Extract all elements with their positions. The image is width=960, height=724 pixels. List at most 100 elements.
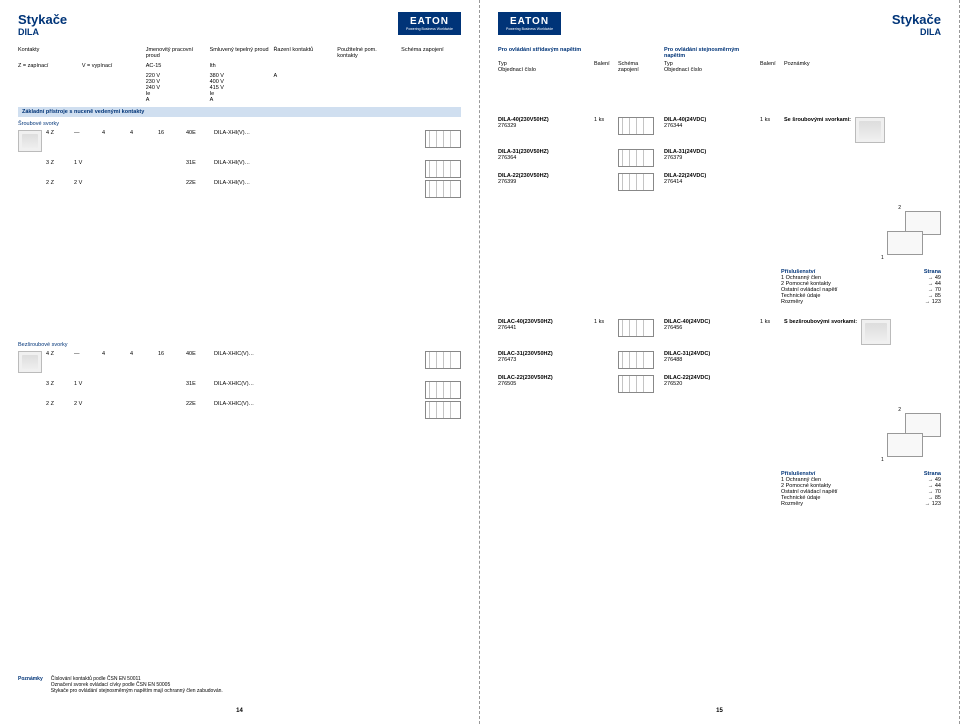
accessories-table: PříslušenstvíStrana 1 Ochranný člen→ 49 … bbox=[781, 471, 941, 507]
page-subtitle: DILA bbox=[18, 27, 67, 37]
row-note: Se šroubovými svorkami: bbox=[784, 117, 851, 123]
schematic-icon bbox=[425, 180, 461, 198]
acc-l5a: Rozměry bbox=[781, 299, 803, 305]
v-a5: A bbox=[146, 97, 206, 103]
callout-2: 2 bbox=[898, 205, 901, 211]
table-row: DILAC-40(230V50HZ)276441 1 ks DILAC-40(2… bbox=[498, 319, 941, 345]
table-row: DILAC-22(230V50HZ)276505 DILAC-22(24VDC)… bbox=[498, 375, 941, 393]
dc-num: 276488 bbox=[664, 357, 754, 363]
cell-part: DILA-XHI(V)… bbox=[214, 130, 250, 136]
col-tepelny: Smluvený tepelný proud bbox=[210, 47, 270, 59]
cell-i1: 4 bbox=[102, 351, 122, 357]
table-row: 3 Z 1 V 31E DILA-XHI(V)… bbox=[18, 160, 461, 178]
table-row: DILA-31(230V50HZ)276364 DILA-31(24VDC)27… bbox=[498, 149, 941, 167]
acc-l5a: Rozměry bbox=[781, 501, 803, 507]
product-group-b: DILAC-40(230V50HZ)276441 1 ks DILAC-40(2… bbox=[498, 319, 941, 393]
sub-headers: Z = zapínací V = vypínací AC-15 Ith bbox=[18, 63, 461, 69]
brand-name: EATON bbox=[410, 16, 449, 27]
cell-code: 40E bbox=[186, 351, 206, 357]
pack2: 1 ks bbox=[760, 117, 778, 123]
col-schema: Schéma zapojení bbox=[618, 61, 658, 73]
page-title: Stykače bbox=[892, 12, 941, 27]
schematic-icon bbox=[618, 319, 654, 337]
table-row: DILA-22(230V50HZ)276399 DILA-22(24VDC)27… bbox=[498, 173, 941, 191]
sub-zap: Z = zapínací bbox=[18, 63, 78, 69]
schematic-icon bbox=[618, 149, 654, 167]
callout-2: 2 bbox=[898, 407, 901, 413]
page-subtitle: DILA bbox=[920, 27, 941, 37]
v-b5: A bbox=[210, 97, 270, 103]
note-line: Stykače pro ovládání stejnosměrným napět… bbox=[51, 688, 223, 694]
ac-num: 276441 bbox=[498, 325, 588, 331]
dc-num: 276456 bbox=[664, 325, 754, 331]
assembly-diagram-icon: 2 1 bbox=[887, 413, 941, 457]
schematic-icon bbox=[425, 160, 461, 178]
schematic-icon bbox=[618, 117, 654, 135]
col-pozn: Poznámky bbox=[784, 61, 941, 73]
cell-v: 2 V bbox=[74, 180, 94, 186]
column-headers-left: Kontakty Jmenovitý pracovní proud Smluve… bbox=[18, 47, 461, 59]
table-row: 3 Z 1 V 31E DILA-XHIC(V)… bbox=[18, 381, 461, 399]
header-right: Stykače DILA EATON Powering Business Wor… bbox=[498, 12, 941, 37]
product-thumb-icon bbox=[18, 130, 42, 152]
dc-num: 276520 bbox=[664, 381, 754, 387]
schematic-icon bbox=[618, 375, 654, 393]
cell-i2: 4 bbox=[130, 351, 150, 357]
pack1: 1 ks bbox=[594, 319, 612, 325]
table-row: 2 Z 2 V 22E DILA-XHI(V)… bbox=[18, 180, 461, 198]
brand-logo: EATON Powering Business Worldwide bbox=[398, 12, 461, 35]
pack1: 1 ks bbox=[594, 117, 612, 123]
sub-vyp: V = vypínací bbox=[82, 63, 142, 69]
notes-label: Poznámky bbox=[18, 676, 43, 694]
sub-ac15: AC-15 bbox=[146, 63, 206, 69]
cell-v: 1 V bbox=[74, 381, 94, 387]
cell-k: 2 Z bbox=[46, 401, 66, 407]
table-row: DILA-40(230V50HZ)276329 1 ks DILA-40(24V… bbox=[498, 117, 941, 143]
schematic-icon bbox=[425, 351, 461, 369]
cell-i2: 4 bbox=[130, 130, 150, 136]
col-razeni: Řazení kontaktů bbox=[273, 47, 333, 59]
section-bezsroub: Bezšroubové svorky bbox=[18, 340, 461, 349]
acc-l5b: → 123 bbox=[925, 299, 941, 305]
cell-part: DILA-XHIC(V)… bbox=[214, 381, 254, 387]
cell-k: 2 Z bbox=[46, 180, 66, 186]
page-right: Stykače DILA EATON Powering Business Wor… bbox=[480, 0, 960, 724]
ac-num: 276329 bbox=[498, 123, 588, 129]
col-baleni2: Balení bbox=[760, 61, 778, 73]
cell-i3: 16 bbox=[158, 130, 178, 136]
callout-1: 1 bbox=[881, 457, 884, 463]
cell-part: DILA-XHIC(V)… bbox=[214, 401, 254, 407]
cell-k: 4 Z bbox=[46, 130, 66, 136]
ac-num: 276364 bbox=[498, 155, 588, 161]
cell-part: DILA-XHIC(V)… bbox=[214, 351, 254, 357]
col-empty bbox=[82, 47, 142, 59]
acc-l5b: → 123 bbox=[925, 501, 941, 507]
pack2: 1 ks bbox=[760, 319, 778, 325]
dc-num: 276344 bbox=[664, 123, 754, 129]
product-group-a: DILA-40(230V50HZ)276329 1 ks DILA-40(24V… bbox=[498, 117, 941, 191]
brand-name: EATON bbox=[510, 16, 549, 27]
dc-num: 276414 bbox=[664, 179, 754, 185]
cell-code: 22E bbox=[186, 180, 206, 186]
col-schema: Schéma zapojení bbox=[401, 47, 461, 59]
footer-notes: Poznámky Číslování kontaktů podle ČSN EN… bbox=[18, 676, 461, 694]
table-row: 4 Z — 4 4 16 40E DILA-XHIC(V)… bbox=[18, 351, 461, 373]
schematic-icon bbox=[425, 401, 461, 419]
cell-part: DILA-XHI(V)… bbox=[214, 160, 250, 166]
accessory-block-a: 2 1 PříslušenstvíStrana 1 Ochranný člen→… bbox=[498, 211, 941, 305]
col-pom: Použitelné pom. kontakty bbox=[337, 47, 397, 59]
cell-code: 22E bbox=[186, 401, 206, 407]
page-number: 15 bbox=[716, 708, 723, 714]
accessory-block-b: 2 1 PříslušenstvíStrana 1 Ochranný člen→… bbox=[498, 413, 941, 507]
col-obj2: Objednací číslo bbox=[664, 67, 754, 73]
table-row: DILAC-31(230V50HZ)276473 DILAC-31(24VDC)… bbox=[498, 351, 941, 369]
ac-num: 276399 bbox=[498, 179, 588, 185]
col-proud: Jmenovitý pracovní proud bbox=[146, 47, 206, 59]
assembly-diagram-icon: 2 1 bbox=[887, 211, 941, 255]
product-thumb-icon bbox=[861, 319, 891, 345]
table-row: 2 Z 2 V 22E DILA-XHIC(V)… bbox=[18, 401, 461, 419]
callout-1: 1 bbox=[881, 255, 884, 261]
brand-logo: EATON Powering Business Worldwide bbox=[498, 12, 561, 35]
cell-k: 3 Z bbox=[46, 381, 66, 387]
cell-v: — bbox=[74, 130, 94, 136]
